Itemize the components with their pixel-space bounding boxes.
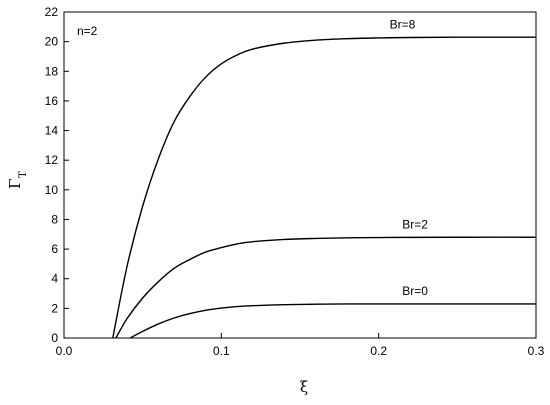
- x-tick-label: 0.1: [213, 344, 230, 358]
- y-axis-label-subscript: T: [18, 171, 29, 178]
- series-line-br-8: [112, 36, 537, 339]
- y-tick-label: 14: [45, 124, 59, 138]
- y-tick-label: 4: [51, 272, 58, 286]
- y-tick-label: 20: [45, 35, 59, 49]
- series-label-br-2: Br=2: [402, 217, 428, 231]
- y-tick-label: 12: [45, 153, 59, 167]
- y-tick-label: 22: [45, 5, 59, 19]
- x-tick-label: 0.0: [56, 344, 73, 358]
- x-axis-label: ξ: [300, 378, 308, 396]
- series-label-br-0: Br=0: [402, 284, 428, 298]
- y-tick-label: 18: [45, 64, 59, 78]
- series-line-br-0: [129, 303, 536, 339]
- plot-frame: [63, 11, 537, 339]
- y-tick-label: 8: [51, 212, 58, 226]
- y-tick-label: 16: [45, 94, 59, 108]
- y-tick-label: 2: [51, 301, 58, 315]
- annotation-n: n=2: [77, 24, 98, 38]
- y-axis-label: Γ T: [6, 171, 29, 189]
- y-tick-label: 0: [51, 331, 58, 345]
- plot-area: [63, 11, 537, 339]
- y-axis-ticks: 0 2 4 6 8 10 12 14 16 18 20 22: [45, 5, 69, 345]
- y-tick-label: 6: [51, 242, 58, 256]
- x-axis-ticks: 0.0 0.1 0.2 0.3: [56, 333, 545, 358]
- x-tick-label: 0.3: [528, 344, 545, 358]
- x-tick-label: 0.2: [370, 344, 387, 358]
- series-line-br-2: [115, 236, 537, 339]
- series-label-br-8: Br=8: [390, 17, 416, 31]
- series-lines: [112, 36, 537, 339]
- y-tick-label: 10: [45, 183, 59, 197]
- y-axis-label-main: Γ: [6, 179, 24, 189]
- series-labels: Br=8 Br=2 Br=0: [390, 17, 429, 298]
